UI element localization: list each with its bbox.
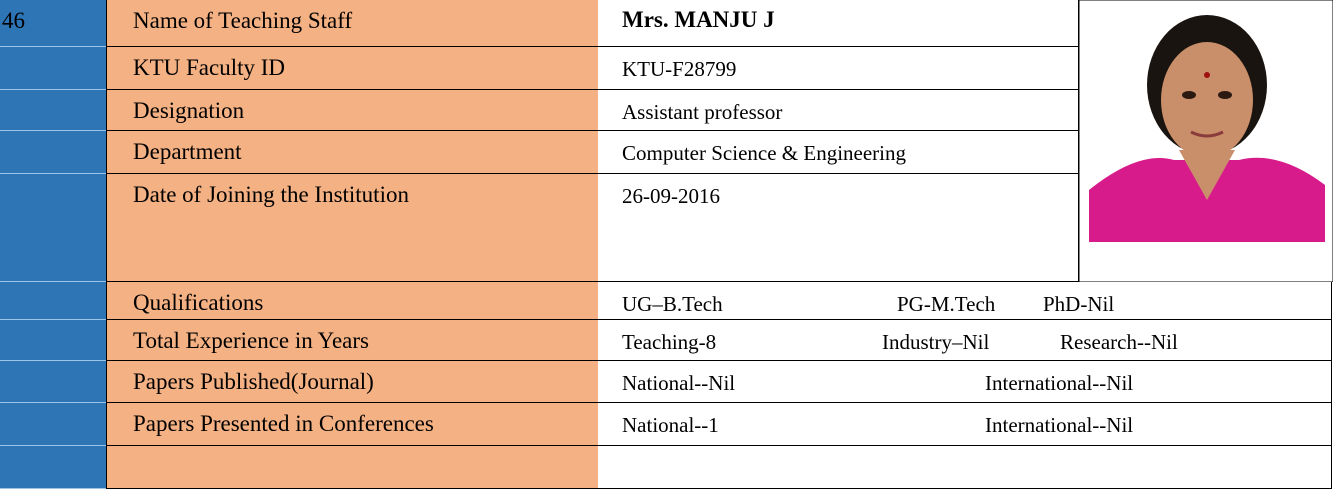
serial-cell	[0, 174, 107, 282]
label-cell	[106, 320, 599, 361]
row-label: Department	[133, 139, 242, 164]
label-cell	[106, 0, 599, 47]
value-cell	[598, 446, 1332, 489]
serial-cell	[0, 320, 107, 361]
serial-cell	[0, 47, 107, 90]
row-value-part: National--Nil	[622, 371, 736, 395]
value-cell	[598, 403, 1332, 446]
row-value-part: PG-M.Tech	[897, 292, 996, 316]
serial-number: 46	[2, 8, 25, 33]
serial-cell	[0, 131, 107, 174]
row-label: Total Experience in Years	[133, 328, 369, 353]
label-cell	[106, 446, 599, 489]
value-cell	[598, 47, 1079, 90]
row-value-part: Teaching-8	[622, 330, 717, 354]
label-cell	[106, 403, 599, 446]
row-value-part: Industry–Nil	[882, 330, 990, 354]
row-value-part: International--Nil	[985, 413, 1134, 437]
label-cell	[106, 174, 599, 282]
row-value: Assistant professor	[622, 100, 783, 124]
label-cell	[106, 90, 599, 131]
row-label: KTU Faculty ID	[133, 55, 286, 80]
photo	[1079, 0, 1333, 282]
value-cell	[598, 0, 1079, 47]
row-value: Mrs. MANJU J	[622, 7, 775, 32]
serial-cell	[0, 361, 107, 403]
row-value: KTU-F28799	[622, 57, 737, 81]
row-label: Name of Teaching Staff	[133, 8, 353, 33]
serial-cell	[0, 403, 107, 446]
row-label: Date of Joining the Institution	[133, 182, 409, 207]
row-label: Papers Published(Journal)	[133, 369, 374, 394]
row-value: Computer Science & Engineering	[622, 141, 907, 165]
value-cell	[598, 90, 1079, 131]
label-cell	[106, 361, 599, 403]
row-label: Papers Presented in Conferences	[133, 411, 434, 436]
row-value-part: PhD-Nil	[1043, 292, 1115, 316]
serial-cell	[0, 0, 107, 47]
row-label: Designation	[133, 98, 245, 123]
value-cell	[598, 174, 1079, 282]
row-value-part: National--1	[622, 413, 719, 437]
row-value: 26-09-2016	[622, 184, 720, 208]
label-cell	[106, 282, 599, 320]
row-value-part: International--Nil	[985, 371, 1134, 395]
row-value-part: UG–B.Tech	[622, 292, 723, 316]
value-cell	[598, 282, 1332, 320]
value-cell	[598, 131, 1079, 174]
serial-cell	[0, 282, 107, 320]
serial-cell	[0, 90, 107, 131]
row-label: Qualifications	[133, 290, 264, 315]
serial-cell	[0, 446, 107, 489]
value-cell	[598, 320, 1332, 361]
value-cell	[598, 361, 1332, 403]
row-value-part: Research--Nil	[1060, 330, 1178, 354]
label-cell	[106, 47, 599, 90]
